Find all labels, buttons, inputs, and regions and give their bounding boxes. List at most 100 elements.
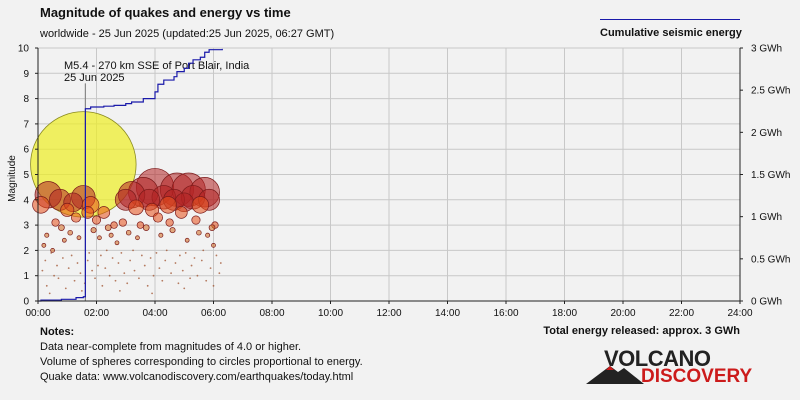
quake-circle — [165, 218, 174, 227]
small-quake-point — [76, 262, 79, 264]
small-quake-point — [80, 289, 83, 292]
small-quake-point — [155, 252, 158, 254]
small-quake-point — [174, 262, 177, 264]
small-quake-point — [45, 284, 48, 287]
quake-circle — [128, 199, 144, 216]
y-tick-label: 6 — [23, 145, 29, 156]
small-quake-point — [200, 259, 203, 262]
small-quake-point — [133, 269, 136, 272]
quake-circle — [110, 221, 118, 229]
small-quake-point — [91, 269, 94, 272]
quake-circle — [41, 242, 47, 248]
x-tick-label: 18:00 — [552, 308, 577, 319]
small-quake-point — [86, 259, 89, 262]
quake-circle — [135, 235, 140, 241]
small-quake-point — [41, 269, 44, 272]
small-quake-point — [56, 264, 58, 267]
small-quake-point — [64, 287, 67, 290]
small-quake-point — [101, 284, 104, 287]
small-quake-point — [177, 282, 180, 285]
small-quake-point — [143, 264, 146, 267]
small-quake-point — [61, 257, 64, 259]
small-quake-point — [146, 284, 149, 287]
x-tick-label: 12:00 — [376, 308, 401, 319]
y2-tick-label: 1.5 GWh — [751, 170, 790, 181]
energy-series-line — [38, 48, 223, 302]
quake-circle — [44, 232, 50, 238]
quake-circle — [196, 229, 202, 236]
small-quake-point — [178, 254, 181, 257]
small-quake-point — [202, 249, 205, 252]
quake-circle — [142, 224, 150, 231]
small-quake-point — [181, 269, 184, 272]
small-quake-point — [114, 279, 117, 282]
logo-text-top: VOLCANO — [604, 346, 711, 371]
small-quake-point — [215, 254, 218, 257]
y-tick-label: 10 — [18, 44, 30, 55]
total-energy: Total energy released: approx. 3 GWh — [543, 325, 740, 337]
small-quake-point — [105, 249, 108, 252]
small-quake-point — [44, 259, 47, 262]
small-quake-point — [140, 254, 143, 257]
quake-circle — [67, 229, 73, 236]
small-quake-point — [57, 277, 60, 280]
quake-circle — [118, 218, 127, 227]
quake-circle — [208, 224, 216, 231]
quake-circle — [104, 224, 112, 231]
y2-tick-label: 1 GWh — [751, 212, 782, 223]
small-quake-point — [94, 277, 96, 280]
y-tick-label: 1 — [23, 271, 29, 282]
small-quake-point — [218, 272, 221, 275]
notes-line: Data near-complete from magnitudes of 4.… — [40, 341, 302, 353]
quake-circle — [32, 196, 50, 214]
x-tick-label: 24:00 — [727, 308, 752, 319]
small-quake-point — [97, 264, 99, 267]
quake-circle — [205, 232, 211, 238]
small-quake-point — [219, 262, 222, 264]
x-tick-label: 16:00 — [493, 308, 518, 319]
small-quake-point — [193, 257, 196, 259]
small-quake-point — [183, 287, 186, 290]
quake-circle — [114, 240, 120, 246]
y2-tick-label: 0.5 GWh — [751, 254, 790, 265]
x-tick-label: 10:00 — [318, 308, 343, 319]
small-quake-point — [138, 277, 140, 280]
legend-energy-line — [600, 19, 740, 20]
small-quake-point — [209, 267, 212, 270]
small-quake-point — [184, 252, 187, 254]
small-quake-point — [73, 279, 76, 282]
volcanodiscovery-logo: VOLCANO DISCOVERY — [586, 346, 756, 390]
quake-circle — [90, 227, 97, 234]
mountain-icon — [586, 366, 644, 384]
quake-circle — [108, 232, 114, 238]
small-quake-point — [117, 262, 120, 264]
notes-line: Quake data: www.volcanodiscovery.com/ear… — [40, 371, 354, 383]
notes-block: Notes: Data near-complete from magnitude… — [40, 325, 363, 385]
small-quake-point — [165, 249, 168, 252]
small-quake-point — [170, 272, 172, 275]
small-quake-point — [149, 257, 152, 259]
small-quake-point — [196, 274, 199, 277]
small-quake-point — [88, 252, 91, 254]
small-quake-point — [132, 249, 134, 252]
y-tick-label: 4 — [23, 195, 29, 206]
quake-circle — [58, 224, 65, 231]
y2-tick-label: 3 GWh — [751, 44, 782, 55]
x-tick-label: 20:00 — [610, 308, 635, 319]
small-quake-point — [120, 252, 123, 254]
small-quake-point — [205, 279, 208, 282]
small-quake-point — [104, 267, 107, 270]
y-tick-label: 3 — [23, 221, 29, 232]
notes-heading: Notes: — [40, 326, 75, 338]
small-quake-point — [123, 272, 126, 275]
y2-tick-label: 2.5 GWh — [751, 86, 790, 97]
quake-circle — [91, 215, 102, 225]
x-tick-label: 00:00 — [25, 308, 50, 319]
quake-circle — [211, 242, 216, 248]
small-quake-point — [161, 279, 164, 282]
small-quake-point — [70, 254, 73, 257]
quake-circle — [81, 206, 94, 219]
y-tick-label: 9 — [23, 69, 29, 80]
